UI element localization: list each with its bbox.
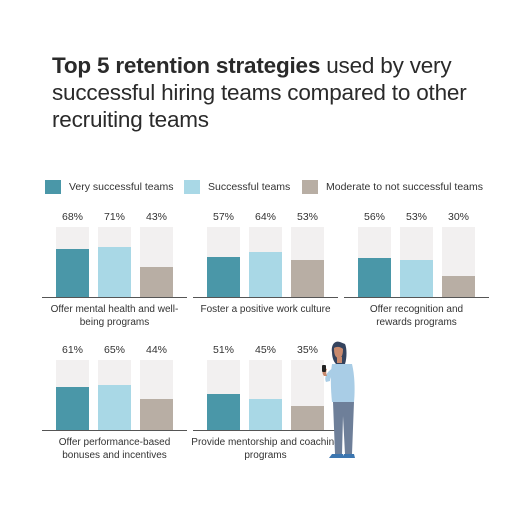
value-label: 53% xyxy=(296,211,318,223)
bar xyxy=(291,259,324,297)
bar-track xyxy=(400,227,433,297)
bar xyxy=(56,387,89,430)
bar-track xyxy=(442,227,475,297)
value-label: 43% xyxy=(145,211,167,223)
legend-item-very-successful: Very successful teams xyxy=(45,180,173,194)
legend-item-moderate: Moderate to not successful teams xyxy=(302,180,483,194)
value-label: 45% xyxy=(254,344,276,356)
bar xyxy=(400,259,433,297)
title-rest: used by very successful hiring teams com… xyxy=(52,53,467,132)
person-illustration xyxy=(322,341,355,458)
chart-panel-2: 57% 64% 53% Foster a positive work culture xyxy=(193,211,338,331)
bar-track xyxy=(140,227,173,297)
bar xyxy=(358,257,391,297)
baseline xyxy=(42,297,187,298)
bar xyxy=(98,384,131,430)
legend-item-successful: Successful teams xyxy=(184,180,290,194)
legend-swatch-successful xyxy=(184,180,200,194)
bar xyxy=(442,276,475,297)
category-label: Provide mentorship and coaching programs xyxy=(191,437,340,461)
category-label: Offer mental health and well-being progr… xyxy=(50,304,179,328)
value-label: 68% xyxy=(61,211,83,223)
bar-track xyxy=(56,227,89,297)
value-label: 65% xyxy=(103,344,125,356)
chart-panel-1: 68% 71% 43% Offer mental health and well-be… xyxy=(42,211,187,331)
baseline xyxy=(42,430,187,431)
legend-swatch-very-successful xyxy=(45,180,61,194)
value-label: 57% xyxy=(212,211,234,223)
bar-track xyxy=(98,360,131,430)
legend-label-very-successful: Very successful teams xyxy=(69,181,174,193)
chart-panel-4: 61% 65% 44% Offer performance-based bonuses… xyxy=(42,344,187,464)
bar-track xyxy=(291,360,324,430)
bar-track xyxy=(249,360,282,430)
category-label: Foster a positive work culture xyxy=(200,304,331,315)
title-bold: Top 5 retention strategies xyxy=(52,53,321,78)
value-label: 30% xyxy=(447,211,469,223)
value-label: 53% xyxy=(405,211,427,223)
bar-track xyxy=(98,227,131,297)
bar xyxy=(56,249,89,297)
baseline xyxy=(193,297,338,298)
bar xyxy=(207,257,240,297)
value-label: 56% xyxy=(363,211,385,223)
value-label: 44% xyxy=(145,344,167,356)
baseline xyxy=(344,297,489,298)
bar-track xyxy=(207,227,240,297)
category-label: Offer recognition and rewards programs xyxy=(369,304,464,328)
bar-track xyxy=(140,360,173,430)
page-title: Top 5 retention strategies used by very … xyxy=(52,52,492,133)
bar-track xyxy=(249,227,282,297)
value-label: 35% xyxy=(296,344,318,356)
bar-track xyxy=(56,360,89,430)
bar xyxy=(140,399,173,430)
bar xyxy=(291,405,324,430)
value-label: 64% xyxy=(254,211,276,223)
bar-track xyxy=(358,227,391,297)
bar xyxy=(249,252,282,297)
bar-track xyxy=(207,360,240,430)
legend-swatch-moderate xyxy=(302,180,318,194)
value-label: 71% xyxy=(103,211,125,223)
bar xyxy=(140,266,173,297)
chart-panel-5: 51% 45% 35% Provide mentorship and coaching… xyxy=(191,344,339,464)
value-label: 61% xyxy=(61,344,83,356)
legend-label-successful: Successful teams xyxy=(208,181,291,193)
bar xyxy=(207,394,240,430)
chart-panel-3: 56% 53% 30% Offer recognition and rewards p… xyxy=(344,211,489,331)
baseline xyxy=(193,430,338,431)
value-label: 51% xyxy=(212,344,234,356)
category-label: Offer performance-based bonuses and ince… xyxy=(58,437,171,461)
bar-track xyxy=(291,227,324,297)
bar xyxy=(98,247,131,297)
legend-label-moderate: Moderate to not successful teams xyxy=(326,181,483,193)
bar xyxy=(249,398,282,430)
